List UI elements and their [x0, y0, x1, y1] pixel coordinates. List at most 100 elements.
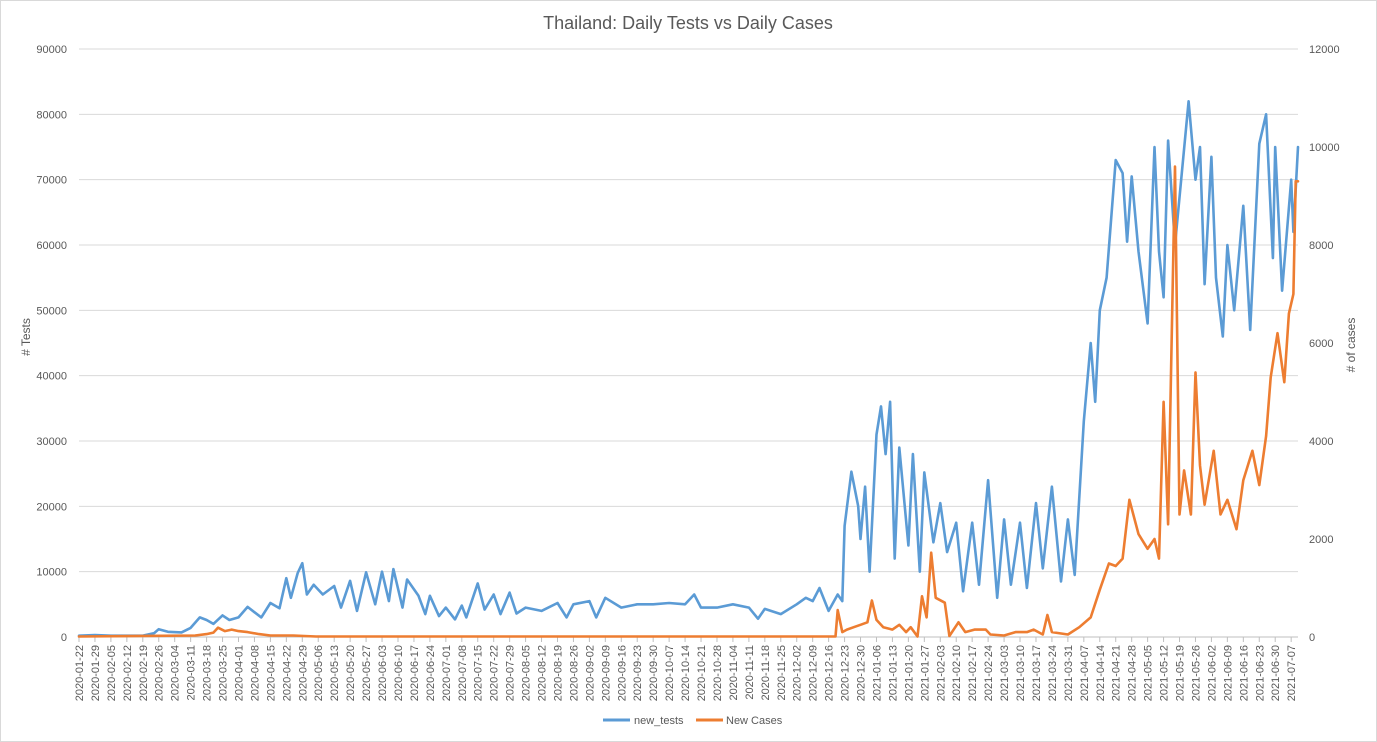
x-tick-label: 2020-09-30 [648, 645, 660, 701]
x-tick-label: 2020-07-29 [505, 645, 517, 701]
x-tick-label: 2021-02-17 [967, 645, 979, 701]
x-tick-label: 2021-06-23 [1254, 645, 1266, 701]
x-tick-label: 2020-07-08 [457, 645, 469, 701]
x-tick-label: 2020-12-02 [792, 645, 804, 701]
x-tick-label: 2021-07-07 [1286, 645, 1298, 701]
x-tick-label: 2020-07-01 [441, 645, 453, 701]
y-tick-label: 60000 [36, 240, 67, 252]
x-tick-label: 2021-06-16 [1238, 645, 1250, 701]
x-tick-label: 2021-05-19 [1175, 645, 1187, 701]
y-tick-label: 0 [61, 632, 67, 644]
y-tick-label: 40000 [36, 371, 67, 383]
x-tick-label: 2020-04-08 [249, 645, 261, 701]
right-axis-ticks: 0 2000 4000 6000 8000 10000 12000 [1309, 44, 1340, 644]
x-tick-label: 2020-06-17 [409, 645, 421, 701]
x-tick-label: 2020-09-02 [584, 645, 596, 701]
x-tick-label: 2021-06-02 [1206, 645, 1218, 701]
x-tick-label: 2021-05-26 [1190, 645, 1202, 701]
chart-title: Thailand: Daily Tests vs Daily Cases [543, 13, 833, 33]
x-tick-label: 2020-11-11 [744, 645, 756, 700]
x-tick-label: 2020-04-01 [233, 645, 245, 701]
legend-label-new-cases: New Cases [726, 715, 783, 727]
x-tick-label: 2020-03-11 [186, 645, 198, 700]
x-tick-label: 2020-11-04 [728, 645, 740, 700]
y2-tick-label: 8000 [1309, 240, 1333, 252]
x-tick-label: 2021-06-09 [1222, 645, 1234, 701]
x-tick-label: 2020-03-04 [170, 645, 182, 701]
x-tick-label: 2021-03-31 [1063, 645, 1075, 701]
x-tick-label: 2020-10-07 [664, 645, 676, 701]
x-tick-label: 2020-10-28 [712, 645, 724, 701]
x-tick-label: 2020-04-22 [281, 645, 293, 701]
x-tick-label: 2021-02-03 [935, 645, 947, 701]
y2-tick-label: 2000 [1309, 534, 1333, 546]
x-tick-label: 2021-03-24 [1047, 645, 1059, 701]
x-tick-label: 2021-03-17 [1031, 645, 1043, 701]
y-tick-label: 70000 [36, 175, 67, 187]
x-tick-label: 2021-02-24 [983, 645, 995, 701]
x-tick-label: 2021-04-14 [1095, 645, 1107, 701]
y2-tick-label: 4000 [1309, 436, 1333, 448]
x-tick-label: 2021-04-21 [1111, 645, 1123, 701]
left-axis-title: # Tests [19, 318, 33, 356]
x-tick-label: 2020-12-30 [856, 645, 868, 701]
y2-tick-label: 10000 [1309, 142, 1340, 154]
x-tick-label: 2021-02-10 [951, 645, 963, 701]
x-tick-label: 2020-05-06 [313, 645, 325, 701]
x-tick-label: 2020-02-19 [138, 645, 150, 701]
x-tick-label: 2021-04-28 [1127, 645, 1139, 701]
x-tick-label: 2020-04-15 [265, 645, 277, 701]
x-tick-label: 2021-03-10 [1015, 645, 1027, 701]
x-tick-label: 2020-03-18 [202, 645, 214, 701]
series-line-new-tests [77, 100, 1300, 638]
y2-tick-label: 0 [1309, 632, 1315, 644]
gridlines [79, 48, 1298, 638]
x-tick-label: 2021-01-06 [871, 645, 883, 701]
x-tick-label: 2020-07-15 [473, 645, 485, 701]
x-tick-label: 2020-09-23 [632, 645, 644, 701]
x-tick-label: 2020-07-22 [489, 645, 501, 701]
y-tick-label: 30000 [36, 436, 67, 448]
x-tick-label: 2020-03-25 [218, 645, 230, 701]
y-tick-label: 80000 [36, 109, 67, 121]
x-tick-label: 2020-12-23 [840, 645, 852, 701]
right-axis-title: # of cases [1344, 318, 1358, 373]
y-tick-label: 50000 [36, 305, 67, 317]
y2-tick-label: 12000 [1309, 44, 1340, 56]
y-tick-label: 20000 [36, 501, 67, 513]
x-tick-label: 2021-01-27 [919, 645, 931, 701]
x-tick-label: 2020-08-26 [568, 645, 580, 701]
x-tick-label: 2021-01-20 [903, 645, 915, 701]
x-tick-label: 2020-01-29 [90, 645, 102, 701]
x-tick-label: 2020-08-12 [537, 645, 549, 701]
x-tick-label: 2020-04-29 [297, 645, 309, 701]
x-tick-label: 2020-09-16 [616, 645, 628, 701]
y2-tick-label: 6000 [1309, 338, 1333, 350]
x-tick-label: 2020-11-18 [760, 645, 772, 700]
x-tick-label: 2021-05-12 [1159, 645, 1171, 701]
x-tick-label: 2021-06-30 [1270, 645, 1282, 701]
x-tick-label: 2020-01-22 [74, 645, 86, 701]
x-tick-label: 2020-10-21 [696, 645, 708, 701]
left-axis-ticks: 0 10000 20000 30000 40000 50000 60000 70000 8000… [36, 44, 67, 644]
x-tick-label: 2020-05-20 [345, 645, 357, 701]
x-tick-label: 2020-06-10 [393, 645, 405, 701]
x-tick-label: 2021-05-05 [1143, 645, 1155, 701]
x-tick-label: 2020-02-26 [154, 645, 166, 701]
x-tick-label: 2020-06-03 [377, 645, 389, 701]
x-tick-label: 2020-12-09 [808, 645, 820, 701]
legend: new_tests New Cases [603, 715, 783, 727]
legend-label-new-tests: new_tests [634, 715, 684, 727]
x-tick-label: 2020-08-19 [552, 645, 564, 701]
x-tick-label: 2020-12-16 [824, 645, 836, 701]
x-tick-label: 2021-04-07 [1079, 645, 1091, 701]
x-tick-label: 2020-11-25 [776, 645, 788, 700]
x-tick-label: 2020-10-14 [680, 645, 692, 701]
y-tick-label: 90000 [36, 44, 67, 56]
x-tick-label: 2020-08-05 [521, 645, 533, 701]
x-tick-label: 2021-03-03 [999, 645, 1011, 701]
series-line-new-cases [77, 165, 1300, 638]
x-tick-label: 2021-01-13 [887, 645, 899, 701]
